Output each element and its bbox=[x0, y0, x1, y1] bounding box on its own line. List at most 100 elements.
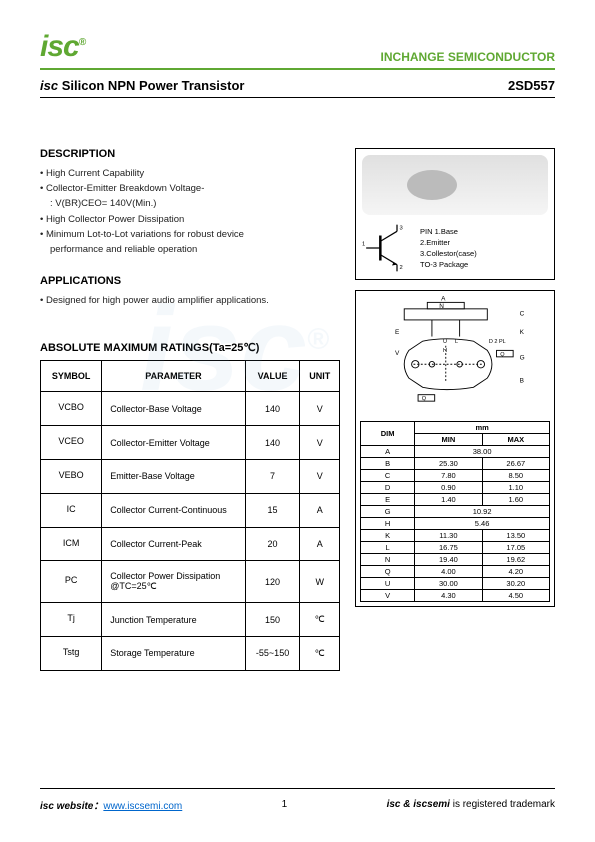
table-row: VCEO Collector-Emitter Voltage 140 V bbox=[41, 426, 340, 460]
title-isc: isc bbox=[40, 78, 58, 93]
dimension-table: DIM mm MIN MAX A38.00B25.3026.67C7.808.5… bbox=[360, 421, 550, 602]
dim-row: V4.304.50 bbox=[361, 590, 550, 602]
dim-cell: 1.60 bbox=[482, 494, 549, 506]
pin-label-heading: PIN bbox=[420, 227, 433, 236]
dim-cell: A bbox=[361, 446, 415, 458]
pin-1: 1.Base bbox=[435, 227, 458, 236]
dim-cell: 0.90 bbox=[415, 482, 482, 494]
dim-row: G10.92 bbox=[361, 506, 550, 518]
col-parameter: PARAMETER bbox=[102, 361, 246, 392]
svg-text:G: G bbox=[520, 355, 525, 362]
cell-unit: V bbox=[300, 392, 340, 426]
ratings-table: SYMBOL PARAMETER VALUE UNIT VCBO Collect… bbox=[40, 360, 340, 671]
dim-cell: 1.10 bbox=[482, 482, 549, 494]
cell-symbol: ICM bbox=[41, 527, 102, 561]
dim-row: U30.0030.20 bbox=[361, 578, 550, 590]
dim-row: Q4.004.20 bbox=[361, 566, 550, 578]
cell-value: -55~150 bbox=[245, 637, 300, 671]
dim-cell: Q bbox=[361, 566, 415, 578]
table-row: IC Collector Current-Continuous 15 A bbox=[41, 493, 340, 527]
dim-col-unit: mm bbox=[415, 422, 550, 434]
pin-labels: PIN 1.Base 2.Emitter 3.Collestor(case) T… bbox=[420, 226, 477, 271]
dim-cell: 26.67 bbox=[482, 458, 549, 470]
dim-cell: V bbox=[361, 590, 415, 602]
dim-cell: C bbox=[361, 470, 415, 482]
dim-cell: 5.46 bbox=[415, 518, 550, 530]
svg-text:K: K bbox=[520, 329, 525, 336]
dim-cell: 8.50 bbox=[482, 470, 549, 482]
dim-cell: 4.50 bbox=[482, 590, 549, 602]
dim-cell: H bbox=[361, 518, 415, 530]
dim-cell: 16.75 bbox=[415, 542, 482, 554]
dim-cell: 11.30 bbox=[415, 530, 482, 542]
dim-cell: G bbox=[361, 506, 415, 518]
dim-row: L16.7517.05 bbox=[361, 542, 550, 554]
svg-text:V: V bbox=[395, 350, 400, 357]
svg-text:N: N bbox=[439, 303, 444, 310]
footer-trademark: isc & iscsemi is registered trademark bbox=[387, 799, 555, 810]
dim-cell: 4.30 bbox=[415, 590, 482, 602]
pin-2: 2.Emitter bbox=[420, 237, 477, 248]
footer-website: isc website：www.iscsemi.com bbox=[40, 797, 182, 812]
cell-value: 140 bbox=[245, 426, 300, 460]
dim-row: N19.4019.62 bbox=[361, 554, 550, 566]
title-row: isc Silicon NPN Power Transistor 2SD557 bbox=[40, 78, 555, 98]
table-row: ICM Collector Current-Peak 20 A bbox=[41, 527, 340, 561]
description-heading: DESCRIPTION bbox=[40, 148, 340, 160]
dim-cell: 17.05 bbox=[482, 542, 549, 554]
table-header-row: SYMBOL PARAMETER VALUE UNIT bbox=[41, 361, 340, 392]
ratings-heading: ABSOLUTE MAXIMUM RATINGS(Ta=25℃) bbox=[40, 341, 340, 354]
cell-param: Storage Temperature bbox=[102, 637, 246, 671]
desc-item: Minimum Lot-to-Lot variations for robust… bbox=[40, 227, 340, 242]
brand-name: INCHANGE SEMICONDUCTOR bbox=[381, 50, 555, 64]
dim-cell: 30.20 bbox=[482, 578, 549, 590]
svg-text:H: H bbox=[443, 348, 447, 354]
cell-unit: V bbox=[300, 426, 340, 460]
cell-symbol: IC bbox=[41, 493, 102, 527]
dim-cell: 25.30 bbox=[415, 458, 482, 470]
dim-cell: 1.40 bbox=[415, 494, 482, 506]
dim-col-min: MIN bbox=[415, 434, 482, 446]
dim-cell: K bbox=[361, 530, 415, 542]
desc-item: High Collector Power Dissipation bbox=[40, 212, 340, 227]
dim-cell: E bbox=[361, 494, 415, 506]
website-link[interactable]: www.iscsemi.com bbox=[103, 801, 182, 812]
dim-row: K11.3013.50 bbox=[361, 530, 550, 542]
cell-symbol: PC bbox=[41, 561, 102, 603]
page-header: isc® INCHANGE SEMICONDUCTOR bbox=[40, 30, 555, 70]
dim-cell: 4.20 bbox=[482, 566, 549, 578]
svg-text:1: 1 bbox=[362, 242, 365, 248]
cell-unit: ℃ bbox=[300, 603, 340, 637]
dim-cell: 38.00 bbox=[415, 446, 550, 458]
dim-row: D0.901.10 bbox=[361, 482, 550, 494]
dim-cell: N bbox=[361, 554, 415, 566]
svg-text:D 2 PL: D 2 PL bbox=[489, 339, 506, 345]
package-type: TO-3 Package bbox=[420, 259, 477, 270]
cell-symbol: VCBO bbox=[41, 392, 102, 426]
pin-3: 3.Collestor(case) bbox=[420, 248, 477, 259]
cell-unit: W bbox=[300, 561, 340, 603]
svg-text:C: C bbox=[520, 310, 525, 317]
col-symbol: SYMBOL bbox=[41, 361, 102, 392]
app-item: Designed for high power audio amplifier … bbox=[40, 293, 340, 308]
cell-value: 140 bbox=[245, 392, 300, 426]
desc-item: V(BR)CEO= 140V(Min.) bbox=[50, 196, 340, 211]
trademark-text: is registered trademark bbox=[450, 799, 555, 810]
product-title: isc Silicon NPN Power Transistor bbox=[40, 78, 244, 93]
desc-item: Collector-Emitter Breakdown Voltage- bbox=[40, 181, 340, 196]
table-row: Tj Junction Temperature 150 ℃ bbox=[41, 603, 340, 637]
cell-unit: A bbox=[300, 493, 340, 527]
svg-text:L: L bbox=[455, 339, 458, 345]
dim-cell: 30.00 bbox=[415, 578, 482, 590]
cell-symbol: VEBO bbox=[41, 459, 102, 493]
cell-param: Collector Power Dissipation @TC=25℃ bbox=[102, 561, 246, 603]
cell-param: Collector-Base Voltage bbox=[102, 392, 246, 426]
pin-diagram: 1 3 2 PIN 1.Base 2.Emitter 3.Collestor(c… bbox=[362, 223, 548, 273]
cell-unit: A bbox=[300, 527, 340, 561]
dim-cell: 19.40 bbox=[415, 554, 482, 566]
title-product: Silicon NPN Power Transistor bbox=[62, 78, 245, 93]
dim-cell: B bbox=[361, 458, 415, 470]
svg-text:3: 3 bbox=[400, 226, 403, 232]
dim-cell: 7.80 bbox=[415, 470, 482, 482]
cell-unit: V bbox=[300, 459, 340, 493]
